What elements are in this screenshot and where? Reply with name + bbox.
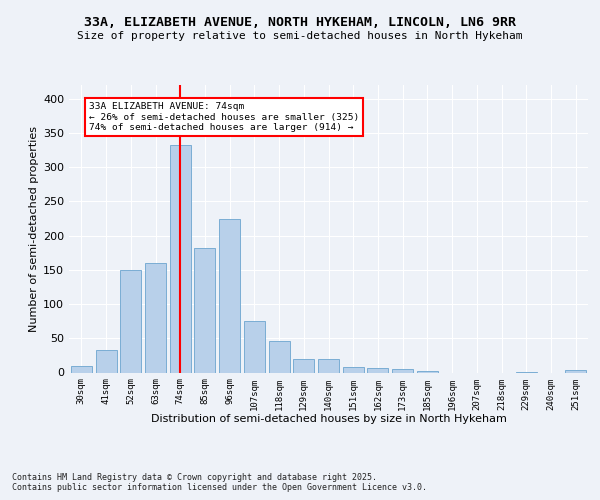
Text: 33A, ELIZABETH AVENUE, NORTH HYKEHAM, LINCOLN, LN6 9RR: 33A, ELIZABETH AVENUE, NORTH HYKEHAM, LI… [84,16,516,29]
Bar [392,369,413,372]
Bar [219,219,240,372]
Bar [269,341,290,372]
Bar [565,370,586,372]
Bar [367,368,388,372]
Bar [120,270,141,372]
Text: Contains HM Land Registry data © Crown copyright and database right 2025.
Contai: Contains HM Land Registry data © Crown c… [12,472,427,492]
Bar [417,371,438,372]
Bar [194,248,215,372]
Bar [71,366,92,372]
Bar [293,360,314,372]
Bar [95,350,116,372]
Bar [170,144,191,372]
Y-axis label: Number of semi-detached properties: Number of semi-detached properties [29,126,39,332]
Bar [244,321,265,372]
Bar [343,367,364,372]
Text: Size of property relative to semi-detached houses in North Hykeham: Size of property relative to semi-detach… [77,31,523,41]
Bar [145,263,166,372]
Text: 33A ELIZABETH AVENUE: 74sqm
← 26% of semi-detached houses are smaller (325)
74% : 33A ELIZABETH AVENUE: 74sqm ← 26% of sem… [89,102,359,132]
X-axis label: Distribution of semi-detached houses by size in North Hykeham: Distribution of semi-detached houses by … [151,414,506,424]
Bar [318,360,339,372]
